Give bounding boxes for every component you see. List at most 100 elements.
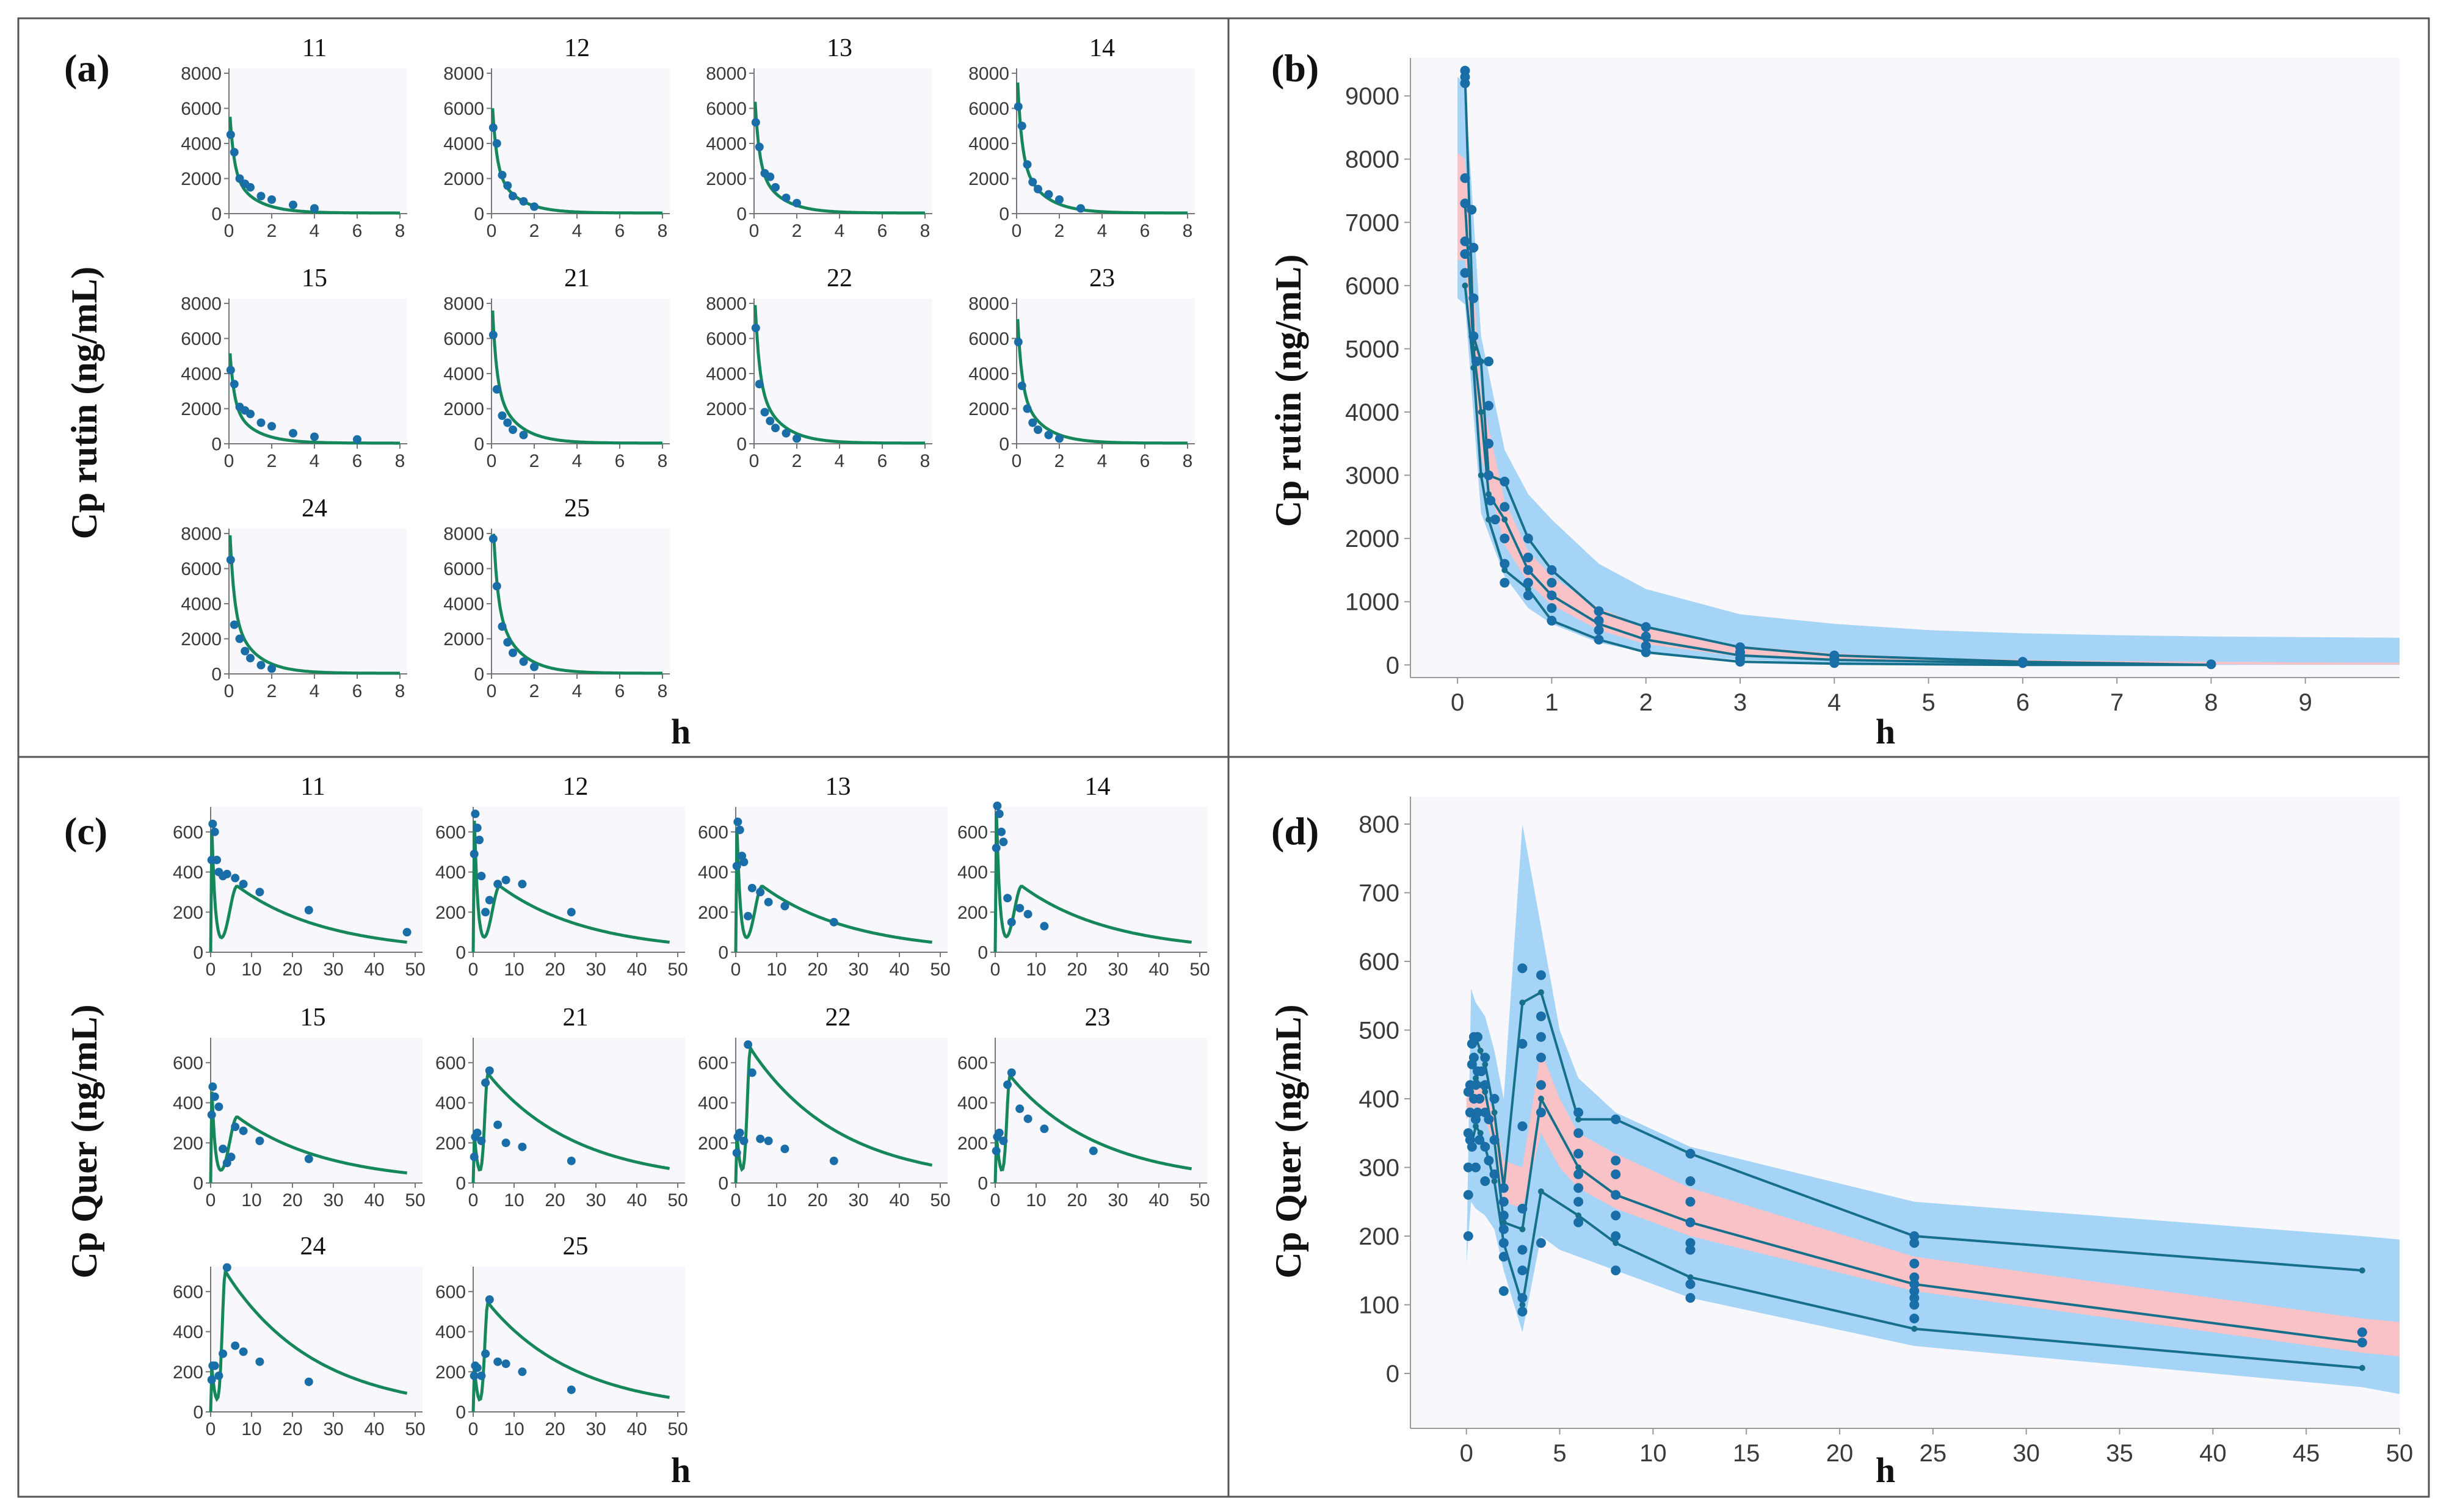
observed-point [1573, 1217, 1584, 1228]
x-tick-label: 20 [282, 1190, 302, 1210]
observed-point [1573, 1128, 1584, 1138]
observed-point [235, 634, 244, 643]
subplot-22: 22 0 200 400 600 0 10 20 30 40 50 [698, 1004, 951, 1210]
observed-point [1611, 1231, 1621, 1241]
model-fit-curve [471, 820, 670, 953]
subplot-background [1017, 298, 1195, 444]
subplot-23: 23 0 2000 4000 6000 8000 0 2 4 6 8 [968, 264, 1195, 471]
observed-point [1460, 268, 1470, 278]
observed-point [1909, 1259, 1920, 1268]
observed-point [1536, 1011, 1546, 1021]
y-tick-label: 0 [211, 665, 222, 685]
y-tick-label: 2000 [1345, 526, 1399, 552]
y-tick-label: 300 [1359, 1155, 1399, 1182]
y-tick-label: 4000 [181, 134, 222, 154]
x-tick-label: 40 [1148, 1190, 1169, 1210]
y-tick-label: 8000 [443, 64, 484, 84]
observed-point [1500, 502, 1510, 512]
percentile-point [1482, 1088, 1489, 1095]
observed-point [1498, 1196, 1509, 1207]
y-tick-label: 4000 [968, 364, 1009, 385]
observed-point [493, 880, 502, 889]
observed-point [509, 192, 517, 201]
observed-point [1471, 356, 1481, 367]
x-tick-label: 30 [323, 960, 343, 980]
x-tick-label: 8 [395, 221, 405, 241]
y-tick-label: 0 [474, 665, 484, 685]
y-tick-label: 4000 [1345, 399, 1399, 426]
subplot-background [736, 807, 948, 952]
percentile-point [1478, 409, 1484, 415]
model-fit-curve [471, 1069, 670, 1184]
observed-point [747, 1068, 756, 1077]
subplot-11: 11 0 2000 4000 6000 8000 0 2 4 6 8 [181, 34, 407, 241]
y-tick-label: 400 [698, 863, 728, 883]
observed-point [1594, 606, 1604, 617]
observed-point [771, 183, 780, 192]
observed-point [751, 118, 760, 127]
observed-point [289, 429, 297, 438]
panel-b-xlabel: h [1876, 712, 1895, 751]
observed-point [1536, 1238, 1546, 1248]
observed-point [733, 817, 742, 827]
x-tick-label: 50 [1189, 1190, 1210, 1210]
observed-point [732, 861, 741, 870]
observed-point [756, 1134, 765, 1143]
subplot-11: 11 0 200 400 600 0 10 20 30 40 50 [173, 773, 426, 980]
y-tick-label: 400 [435, 1322, 466, 1342]
y-tick-label: 0 [978, 943, 988, 963]
observed-point [210, 1361, 219, 1370]
x-tick-label: 2 [267, 451, 277, 471]
observed-point [1467, 1141, 1477, 1152]
observed-point [780, 902, 789, 911]
observed-point [1014, 102, 1023, 111]
observed-point [501, 875, 510, 884]
y-tick-label: 400 [173, 1322, 203, 1342]
observed-point [208, 819, 217, 828]
y-tick-label: 200 [173, 1134, 203, 1154]
x-tick-label: 0 [1012, 221, 1022, 241]
observed-point [210, 827, 219, 836]
observed-point [1040, 922, 1049, 931]
y-tick-label: 6000 [181, 559, 222, 579]
panel-a-ylabel: Cp rutin (ng/mL) [64, 267, 104, 540]
observed-point [2017, 658, 2028, 668]
y-tick-label: 8000 [706, 64, 747, 84]
observed-point [1480, 1141, 1490, 1152]
x-tick-label: 50 [405, 960, 425, 980]
observed-point [473, 1363, 482, 1372]
observed-point [518, 880, 527, 889]
observed-point [470, 1152, 479, 1162]
x-tick-label: 20 [1067, 1190, 1087, 1210]
y-tick-label: 4000 [706, 364, 747, 385]
x-tick-label: 20 [282, 960, 302, 980]
percentile-point [2359, 1267, 2365, 1274]
subplot-title: 22 [827, 264, 852, 292]
subplot-background [492, 298, 670, 444]
observed-point [227, 1152, 236, 1162]
x-tick-label: 6 [615, 451, 625, 471]
y-tick-label: 500 [1359, 1018, 1399, 1044]
y-tick-label: 400 [173, 863, 203, 883]
x-tick-label: 15 [1733, 1440, 1760, 1467]
subplot-title: 12 [563, 773, 589, 801]
observed-point [2357, 1337, 2367, 1348]
panel-b-ylabel: Cp rutin (ng/mL) [1268, 255, 1308, 527]
observed-point [1547, 590, 1557, 601]
observed-point [208, 1082, 217, 1091]
x-tick-label: 6 [877, 451, 888, 471]
subplot-title: 13 [825, 773, 851, 801]
x-tick-label: 8 [920, 221, 931, 241]
y-tick-label: 200 [957, 903, 988, 923]
x-tick-label: 25 [1920, 1440, 1947, 1467]
observed-point [1500, 577, 1510, 588]
observed-point [1484, 1156, 1494, 1166]
observed-point [1015, 1104, 1025, 1113]
subplot-title: 14 [1085, 773, 1111, 801]
observed-point [246, 183, 255, 192]
subplot-title: 11 [300, 773, 325, 801]
y-tick-label: 600 [435, 822, 466, 842]
observed-point [1517, 1245, 1528, 1255]
observed-point [997, 827, 1006, 836]
